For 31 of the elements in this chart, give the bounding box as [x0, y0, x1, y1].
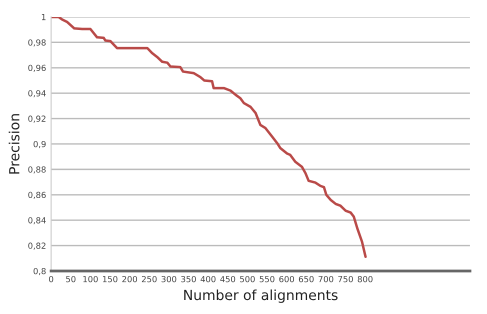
y-tick-label: 1 [42, 14, 46, 20]
x-tick-label: 450 [220, 276, 236, 282]
x-axis-title: Number of alignments [184, 289, 338, 303]
x-tick-label: 200 [122, 276, 138, 282]
y-tick-label: 0,98 [28, 39, 46, 46]
x-tick-label: 400 [200, 276, 216, 282]
x-tick-label: 50 [66, 276, 76, 282]
x-tick-label: 750 [338, 276, 353, 282]
x-tick-label: 300 [162, 276, 176, 282]
y-tick-label: 0,88 [28, 166, 46, 174]
x-tick-label: 150 [102, 276, 118, 282]
y-axis-title: Precision [8, 114, 20, 174]
y-tick-label: 0,82 [28, 242, 46, 250]
x-tick-label: 550 [260, 276, 274, 282]
x-tick-label: 500 [240, 276, 255, 282]
y-tick-label: 0,9 [34, 140, 46, 148]
y-tick-label: 0,96 [28, 64, 46, 72]
x-tick-label: 250 [142, 276, 157, 282]
y-tick-label: 0,84 [28, 217, 46, 224]
y-tick-label: 0,8 [34, 268, 46, 276]
x-tick-label: 600 [279, 276, 294, 282]
x-tick-label: 650 [298, 276, 314, 282]
x-tick-label: 800 [358, 276, 373, 282]
y-tick-label: 0,94 [28, 90, 46, 98]
x-tick-label: 100 [83, 276, 98, 282]
y-tick-label: 0,92 [28, 116, 46, 123]
x-tick-label: 700 [318, 276, 334, 282]
line-series [51, 16, 367, 258]
x-tick-label: 0 [49, 276, 54, 282]
x-tick-label: 350 [181, 276, 196, 282]
y-tick-label: 0,86 [28, 192, 46, 199]
